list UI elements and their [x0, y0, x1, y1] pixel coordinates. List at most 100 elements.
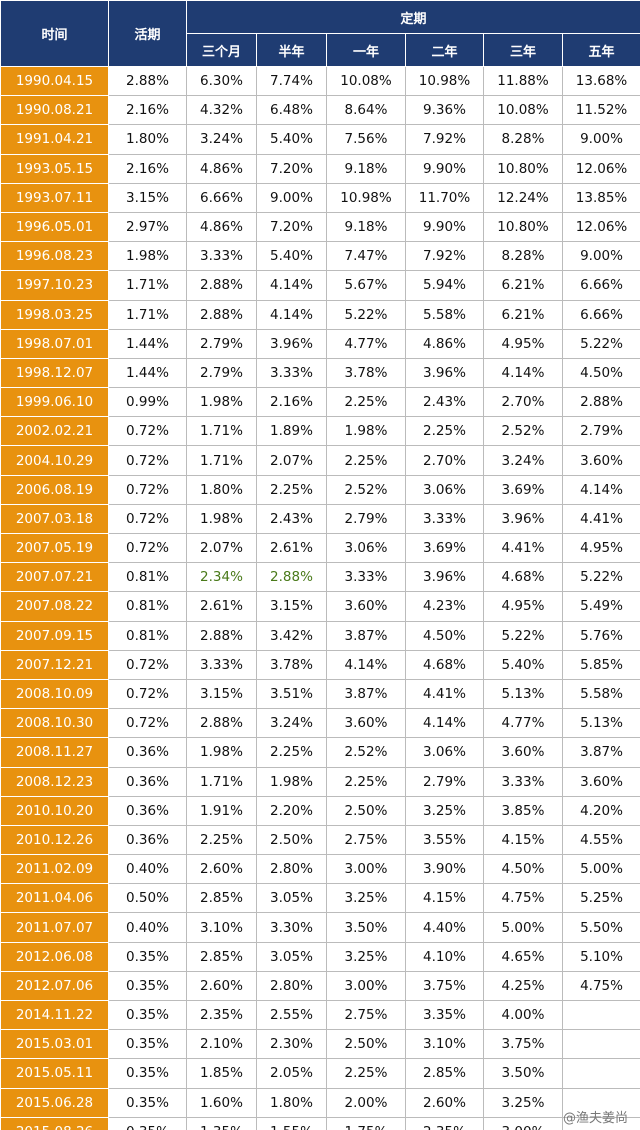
rate-cell: 2.85% [186, 941, 257, 972]
rate-cell: 2.88% [108, 65, 187, 97]
table-row: 2007.09.15 0.81% 2.88% 3.42% 3.87% 4.50% 5.22%… [0, 620, 640, 651]
rate-cell: 1.98% [256, 766, 327, 797]
rate-cell: 2.34% [186, 562, 257, 593]
rate-cell: 3.87% [326, 620, 406, 651]
rate-cell: 5.40% [483, 649, 563, 680]
rate-cell: 2.07% [256, 445, 327, 476]
rate-cell: 3.06% [405, 737, 484, 768]
rate-cell: 0.35% [108, 970, 187, 1002]
rate-cell: 9.90% [405, 211, 484, 243]
rate-cell: 3.00% [326, 970, 406, 1002]
rate-cell: 2.50% [326, 1029, 406, 1060]
rate-cell: 2.25% [256, 474, 327, 505]
rate-cell: 11.52% [561, 95, 640, 126]
rate-cell: 4.86% [186, 211, 257, 243]
date-cell: 2006.08.19 [0, 474, 109, 505]
rate-cell: 3.69% [405, 532, 484, 564]
date-cell: 1997.10.23 [0, 270, 109, 301]
header-cell: 三年 [483, 33, 563, 67]
date-cell: 1993.05.15 [0, 153, 109, 184]
rate-cell: 2.79% [186, 357, 257, 389]
rate-cell: 1.91% [186, 795, 257, 826]
rate-cell: 1.75% [326, 1116, 406, 1130]
rate-cell: 9.90% [405, 153, 484, 184]
rate-cell: 6.66% [561, 299, 640, 330]
rate-cell: 2.16% [108, 95, 187, 126]
rate-cell: 3.75% [405, 970, 484, 1002]
rate-cell: 5.58% [561, 678, 640, 710]
rate-cell: 4.95% [561, 532, 640, 564]
rate-cell: 3.25% [326, 883, 406, 914]
table-row: 2007.05.19 0.72% 2.07% 2.61% 3.06% 3.69% 4.41%… [0, 532, 640, 564]
header-cell: 一年 [326, 33, 406, 67]
rate-cell: 4.14% [405, 708, 484, 739]
rate-cell: 10.98% [405, 65, 484, 97]
rate-cell: 2.80% [256, 970, 327, 1002]
rate-cell: 0.35% [108, 941, 187, 972]
table-row: 1996.05.01 2.97% 4.86% 7.20% 9.18% 9.90% 10.80… [0, 211, 640, 243]
rate-cell: 2.30% [256, 1029, 327, 1060]
rate-cell: 0.81% [108, 591, 187, 622]
rate-cell: 4.14% [326, 649, 406, 680]
table-row: 1998.12.07 1.44% 2.79% 3.33% 3.78% 3.96% 4.14%… [0, 357, 640, 389]
table-row: 2011.04.06 0.50% 2.85% 3.05% 3.25% 4.15% 4.75%… [0, 883, 640, 914]
rate-cell: 8.28% [483, 241, 563, 272]
rate-cell: 7.20% [256, 211, 327, 243]
date-cell: 1998.03.25 [0, 299, 109, 330]
table-body: 1990.04.15 2.88% 6.30% 7.74% 10.08% 10.98% 11.… [0, 65, 640, 1130]
date-cell: 2015.08.26 [0, 1116, 109, 1130]
rate-cell: 7.92% [405, 124, 484, 155]
rate-cell: 0.99% [108, 387, 187, 418]
rate-cell: 3.69% [483, 474, 563, 505]
rate-cell: 5.67% [326, 270, 406, 301]
rate-cell: 2.20% [256, 795, 327, 826]
rate-cell: 4.32% [186, 95, 257, 126]
header-cell: 二年 [405, 33, 484, 67]
date-cell: 1996.08.23 [0, 241, 109, 272]
rate-cell: 2.43% [405, 387, 484, 418]
table-row: 2008.10.09 0.72% 3.15% 3.51% 3.87% 4.41% 5.13%… [0, 678, 640, 710]
table-row: 2010.12.26 0.36% 2.25% 2.50% 2.75% 3.55% 4.15%… [0, 824, 640, 856]
table-row: 2007.12.21 0.72% 3.33% 3.78% 4.14% 4.68% 5.40%… [0, 649, 640, 680]
rate-cell: 1.60% [186, 1087, 257, 1118]
rate-cell: 4.50% [561, 357, 640, 389]
rate-cell: 4.95% [483, 591, 563, 622]
rate-cell: 2.79% [326, 503, 406, 535]
rate-cell: 3.60% [483, 737, 563, 768]
rate-cell: 3.05% [256, 883, 327, 914]
table-row: 2010.10.20 0.36% 1.91% 2.20% 2.50% 3.25% 3.85%… [0, 795, 640, 826]
rate-cell: 2.70% [483, 387, 563, 418]
rate-cell: 4.00% [483, 999, 563, 1031]
rate-cell: 1.98% [186, 503, 257, 535]
date-cell: 1990.04.15 [0, 65, 109, 97]
rate-cell: 0.35% [108, 1087, 187, 1118]
rate-cell: 3.60% [561, 445, 640, 476]
date-cell: 2011.02.09 [0, 854, 109, 885]
date-cell: 2012.07.06 [0, 970, 109, 1002]
rate-cell: 3.33% [256, 357, 327, 389]
rate-cell: 2.52% [483, 416, 563, 447]
rate-cell: 2.79% [186, 328, 257, 359]
rate-cell: 0.50% [108, 883, 187, 914]
rate-cell: 0.72% [108, 503, 187, 535]
rate-cell: 3.05% [256, 941, 327, 972]
rate-cell: 3.85% [483, 795, 563, 826]
rate-cell: 0.36% [108, 795, 187, 826]
date-cell: 2004.10.29 [0, 445, 109, 476]
table-row: 1990.08.21 2.16% 4.32% 6.48% 8.64% 9.36% 10.08… [0, 95, 640, 126]
rate-cell: 2.60% [186, 854, 257, 885]
rate-cell: 2.75% [326, 999, 406, 1031]
rate-cell: 1.71% [108, 299, 187, 330]
rate-cell: 9.00% [256, 182, 327, 213]
rate-cell: 1.71% [186, 416, 257, 447]
rate-cell: 5.85% [561, 649, 640, 680]
rate-cell: 3.06% [326, 532, 406, 564]
rate-cell: 2.35% [405, 1116, 484, 1130]
table-row: 1997.10.23 1.71% 2.88% 4.14% 5.67% 5.94% 6.21%… [0, 270, 640, 301]
rate-cell: 2.07% [186, 532, 257, 564]
header-cell: 五年 [561, 33, 640, 67]
rate-cell: 4.40% [405, 912, 484, 943]
rate-cell: 1.89% [256, 416, 327, 447]
date-cell: 1999.06.10 [0, 387, 109, 418]
rate-cell: 9.00% [561, 124, 640, 155]
